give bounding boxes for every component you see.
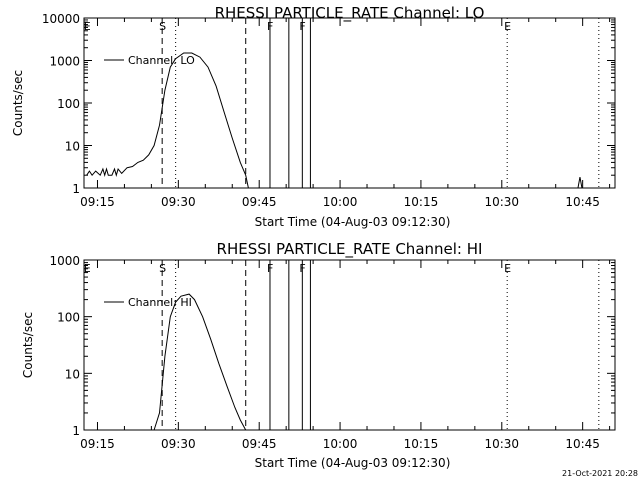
plot-frame [83,17,616,189]
series-line [153,293,247,431]
y-tick-label: 1000 [49,254,80,268]
y-tick-label: 10 [65,367,80,381]
x-tick-label: 09:45 [242,195,277,209]
legend-label: Channel: HI [128,296,192,309]
x-axis-label: Start Time (04-Aug-03 09:12:30) [255,456,451,470]
chart-title: RHESSI PARTICLE_RATE Channel: HI [217,240,483,259]
footer-timestamp: 21-Oct-2021 20:28 [562,469,638,478]
marker-label: E [504,20,511,33]
x-tick-label: 10:15 [404,437,439,451]
plot-frame [83,259,616,431]
marker-label: F [267,20,273,33]
y-tick-label: 1 [72,182,80,196]
marker-label: S [159,262,166,275]
x-tick-label: 09:30 [161,437,196,451]
marker-label: F [267,262,273,275]
marker-label: E [504,262,511,275]
y-tick-label: 10000 [42,12,80,26]
legend-label: Channel: LO [128,54,195,67]
x-tick-label: 10:45 [565,437,600,451]
x-tick-label: 09:30 [161,195,196,209]
chart-title: RHESSI PARTICLE_RATE Channel: LO [215,4,485,23]
y-tick-label: 1 [72,424,80,438]
y-tick-label: 100 [57,311,80,325]
x-axis-label: Start Time (04-Aug-03 09:12:30) [255,215,451,229]
x-tick-label: 10:00 [323,437,358,451]
x-tick-label: 10:15 [404,195,439,209]
y-axis-label: Counts/sec [11,70,25,136]
series-spike [577,177,583,189]
x-tick-label: 10:30 [484,195,519,209]
x-tick-label: 09:45 [242,437,277,451]
marker-label: E [84,20,91,33]
x-tick-label: 10:45 [565,195,600,209]
x-tick-label: 10:00 [323,195,358,209]
y-tick-label: 10 [65,140,80,154]
marker-label: E [84,262,91,275]
lo-channel-panel: RHESSI PARTICLE_RATE Channel: LO 1 10 100 10… [11,4,616,229]
y-tick-label: 100 [57,97,80,111]
x-tick-label: 10:30 [484,437,519,451]
hi-channel-panel: RHESSI PARTICLE_RATE Channel: HI 1 10 100 10… [21,240,616,470]
y-tick-label: 1000 [49,55,80,69]
y-axis-label: Counts/sec [21,312,35,378]
x-tick-label: 09:15 [80,437,115,451]
marker-label: S [159,20,166,33]
x-tick-label: 09:15 [80,195,115,209]
marker-label: F [299,262,305,275]
series-line [86,52,249,189]
marker-label: F [299,20,305,33]
